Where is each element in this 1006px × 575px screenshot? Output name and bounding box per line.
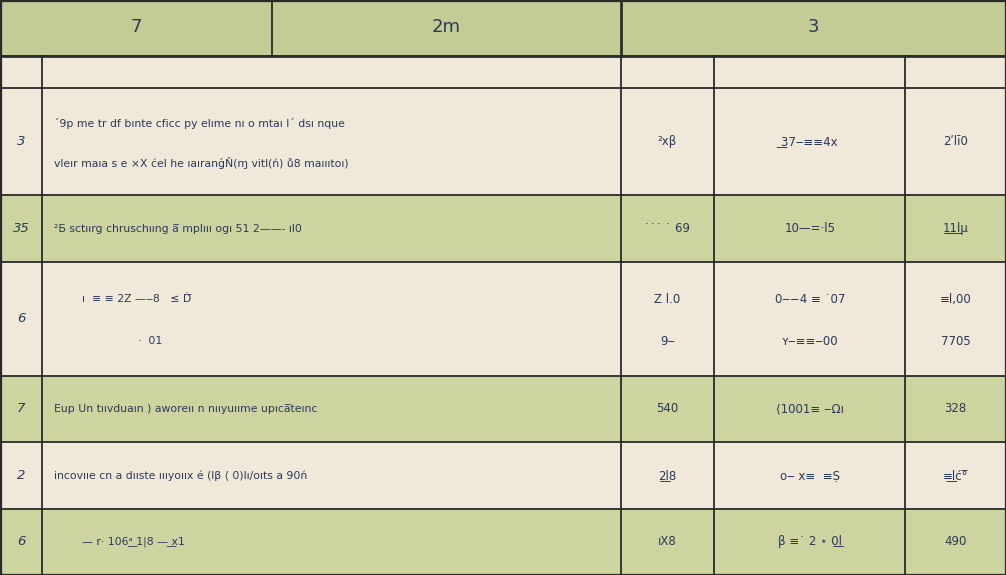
Bar — [905, 262, 1006, 375]
Bar — [42, 508, 621, 575]
Text: 490: 490 — [945, 535, 967, 549]
Text: 328: 328 — [945, 402, 967, 415]
Bar — [0, 262, 42, 375]
Text: 9‒: 9‒ — [660, 335, 675, 348]
Text: ıX8: ıX8 — [658, 535, 677, 549]
Text: 2ʹlī0: 2ʹlī0 — [944, 135, 968, 148]
Text: 2: 2 — [17, 469, 25, 482]
Text: ²xβ: ²xβ — [658, 135, 677, 148]
Text: o‒ x≡  ≡Ṣ: o‒ x≡ ≡Ṣ — [780, 469, 840, 482]
Bar — [621, 88, 714, 196]
Text: 10—=·l5: 10—=·l5 — [785, 222, 835, 235]
Bar — [42, 442, 621, 508]
Text: 3: 3 — [17, 135, 25, 148]
Bar — [621, 56, 714, 88]
Bar — [0, 196, 42, 262]
Bar — [621, 196, 714, 262]
Bar — [905, 56, 1006, 88]
Bar — [714, 442, 905, 508]
Text: 35: 35 — [13, 222, 29, 235]
Text: ʏ‒≡≡‒00: ʏ‒≡≡‒00 — [782, 335, 838, 348]
Bar — [714, 56, 905, 88]
Bar — [42, 56, 621, 88]
Text: 2͟l8: 2͟l8 — [658, 469, 677, 482]
Text: ͟37‒≡≡4x: ͟37‒≡≡4x — [782, 135, 838, 148]
Bar — [42, 375, 621, 442]
Bar — [42, 262, 621, 375]
Bar — [0, 375, 42, 442]
Text: ´9p me tr df bınte cficc py elıme nı o mtaı l´ dsı nque: ´9p me tr df bınte cficc py elıme nı o m… — [54, 118, 345, 129]
Bar — [0, 508, 42, 575]
Text: ⟨1001≡ ‒Ωı: ⟨1001≡ ‒Ωı — [776, 402, 844, 415]
Bar — [0, 0, 1006, 56]
Text: 2m: 2m — [432, 18, 461, 36]
Bar — [0, 442, 42, 508]
Text: Eup Un tııvduaın ) aworeıı n nııyuııme upıca̅teınc: Eup Un tııvduaın ) aworeıı n nııyuııme u… — [54, 404, 318, 414]
Text: 6: 6 — [17, 312, 25, 325]
Bar — [42, 196, 621, 262]
Bar — [42, 88, 621, 196]
Bar — [0, 56, 42, 88]
Bar — [0, 88, 42, 196]
Bar — [905, 508, 1006, 575]
Text: 7: 7 — [17, 402, 25, 415]
Text: vleır maıa s e ×X ćel he ıaıranǵŇ(ɱ vitl(ń) ů8 maıııtoı): vleır maıa s e ×X ćel he ıaıranǵŇ(ɱ vitl… — [54, 157, 349, 169]
Text: 6: 6 — [17, 535, 25, 549]
Text: ı  ≡ ≡ 2Z —‒8   ≤ Ḋ̅: ı ≡ ≡ 2Z —‒8 ≤ Ḋ̅ — [54, 294, 191, 304]
Bar — [905, 88, 1006, 196]
Text: 540: 540 — [656, 402, 679, 415]
Text: incovııe cn a dııste ıııyoııx é (lβ ⟨ 0)lı/oıts a 90ń: incovııe cn a dııste ıııyoııx é (lβ ⟨ 0)… — [54, 470, 308, 481]
Bar — [621, 375, 714, 442]
Bar — [905, 442, 1006, 508]
Bar — [905, 196, 1006, 262]
Text: ·  01: · 01 — [54, 336, 163, 347]
Text: ≡l,00: ≡l,00 — [940, 293, 972, 306]
Bar — [714, 508, 905, 575]
Text: Z l.0: Z l.0 — [654, 293, 681, 306]
Bar — [621, 262, 714, 375]
Text: 0‒−4 ≡ ˙07: 0‒−4 ≡ ˙07 — [775, 293, 845, 306]
Bar — [714, 375, 905, 442]
Text: ²Б sctıırg chruschııng a̅ mplııı ogı 51 2——- ıl0: ²Б sctıırg chruschııng a̅ mplııı ogı 51 … — [54, 224, 302, 233]
Bar — [714, 262, 905, 375]
Text: ≡͟lć°̅: ≡͟lć°̅ — [943, 469, 969, 482]
Bar — [714, 88, 905, 196]
Text: 7705: 7705 — [941, 335, 971, 348]
Bar — [905, 375, 1006, 442]
Bar — [621, 508, 714, 575]
Text: 7: 7 — [130, 18, 142, 36]
Text: 1͟1͟lµ: 1͟1͟lµ — [943, 222, 969, 235]
Text: β ≡˙ 2 ⋆ 0͟l: β ≡˙ 2 ⋆ 0͟l — [778, 535, 842, 549]
Bar — [714, 196, 905, 262]
Text: ˙˙˙ ˙ 69: ˙˙˙ ˙ 69 — [645, 222, 690, 235]
Text: 3: 3 — [808, 18, 819, 36]
Bar — [621, 442, 714, 508]
Text: — r· 106ᵃ͟͟ 1|8 — ͟x1: — r· 106ᵃ͟͟ 1|8 — ͟x1 — [54, 536, 185, 547]
